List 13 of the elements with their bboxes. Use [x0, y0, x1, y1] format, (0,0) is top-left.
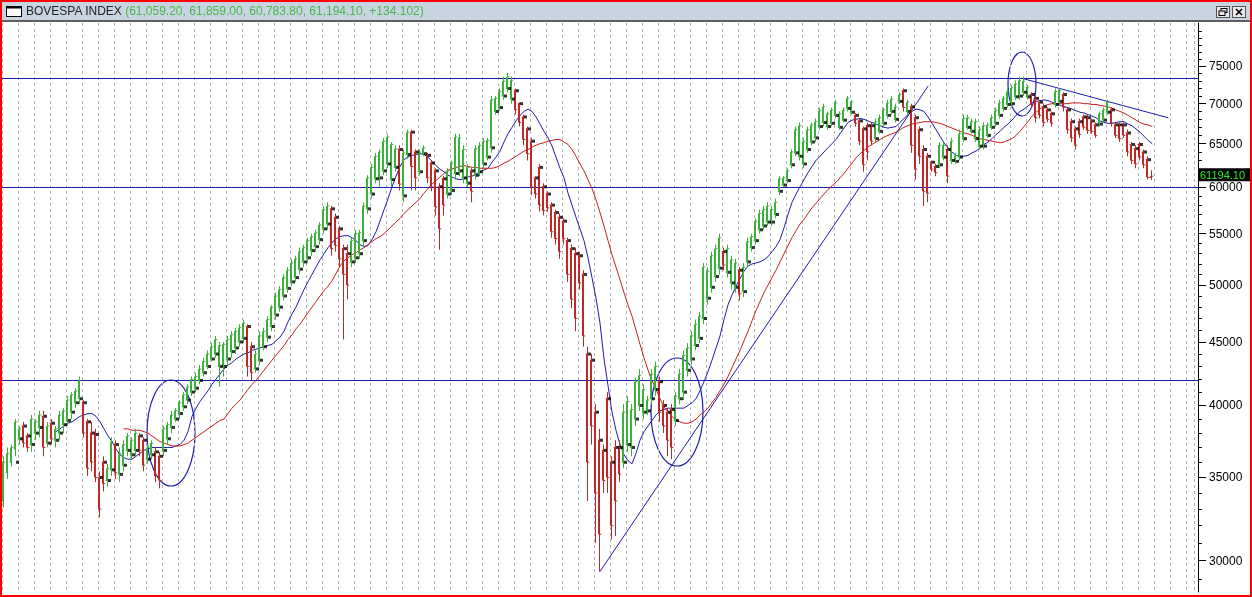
y-tick-label: 60000: [1209, 179, 1243, 194]
y-tick-label: 35000: [1209, 470, 1243, 485]
y-tick-label: 45000: [1209, 334, 1243, 349]
y-tick-label: 40000: [1209, 398, 1243, 413]
y-tick-label: 50000: [1209, 278, 1243, 293]
y-tick-label: 75000: [1209, 59, 1243, 74]
y-tick-label: 55000: [1209, 226, 1243, 241]
y-tick-label: 65000: [1209, 136, 1243, 151]
y-tick-label: 30000: [1209, 553, 1243, 568]
text: 61194.10: [1200, 168, 1246, 181]
chart-subtitle: (61,059.20, 61,859.00, 60,783.80, 61,194.10, +134.102): [125, 4, 424, 18]
chart-title: BOVESPA INDEX: [26, 4, 122, 18]
y-tick-label: 70000: [1209, 96, 1243, 111]
